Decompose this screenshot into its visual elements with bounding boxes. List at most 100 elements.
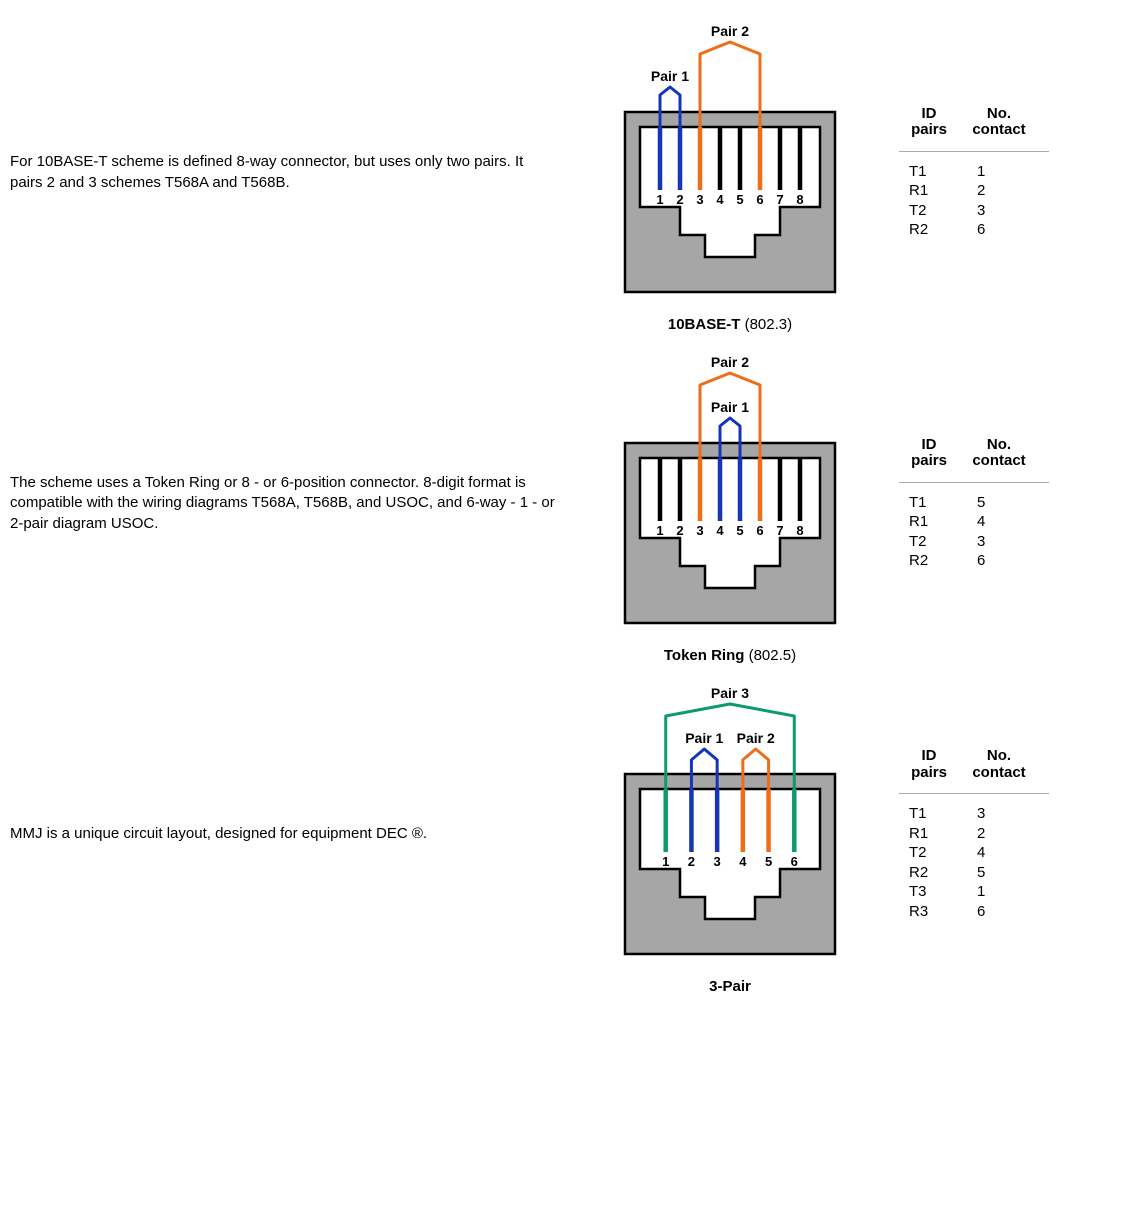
cell-no: 6 bbox=[959, 902, 1047, 922]
pinout-table: IDpairs No.contact T11R12T23R26 bbox=[899, 106, 1099, 240]
cell-no: 5 bbox=[959, 863, 1047, 883]
table-header: IDpairs No.contact bbox=[899, 106, 1099, 145]
svg-text:4: 4 bbox=[716, 192, 724, 207]
cell-id: T3 bbox=[899, 882, 959, 902]
table-column: IDpairsNo.contactT13R12T24R25T31R36 bbox=[895, 748, 1099, 921]
cell-id: T2 bbox=[899, 843, 959, 863]
table-row: R14 bbox=[899, 512, 1099, 532]
cell-no: 1 bbox=[959, 162, 1047, 182]
svg-text:Pair 2: Pair 2 bbox=[711, 23, 749, 39]
th-id-2: pairs bbox=[911, 452, 947, 469]
svg-text:Pair 3: Pair 3 bbox=[711, 685, 749, 701]
cell-no: 4 bbox=[959, 512, 1047, 532]
svg-text:7: 7 bbox=[776, 523, 783, 538]
cell-no: 3 bbox=[959, 201, 1047, 221]
cell-id: R2 bbox=[899, 863, 959, 883]
table-row: T31 bbox=[899, 882, 1099, 902]
cell-no: 5 bbox=[959, 493, 1047, 513]
table-row: T23 bbox=[899, 201, 1099, 221]
svg-text:3: 3 bbox=[714, 854, 721, 869]
svg-text:Pair 2: Pair 2 bbox=[737, 730, 775, 746]
caption-rest: (802.5) bbox=[744, 647, 796, 664]
svg-text:Pair 1: Pair 1 bbox=[711, 399, 749, 415]
th-id-1: ID bbox=[922, 436, 937, 453]
svg-text:Pair 1: Pair 1 bbox=[651, 68, 689, 84]
th-id-2: pairs bbox=[911, 764, 947, 781]
table-header: IDpairsNo.contact bbox=[899, 748, 1099, 787]
jack-svg: Pair 1Pair 212345678 bbox=[580, 12, 880, 312]
connector-diagram: Pair 1Pair 21234567810BASE-T (802.3) bbox=[565, 12, 895, 333]
cell-no: 2 bbox=[959, 824, 1047, 844]
caption-bold: 3-Pair bbox=[709, 978, 751, 995]
table-row: R12 bbox=[899, 824, 1099, 844]
diagram-caption: 3-Pair bbox=[565, 978, 895, 995]
table-column: IDpairs No.contact T15R14T23R26 bbox=[895, 437, 1099, 571]
svg-text:2: 2 bbox=[676, 192, 683, 207]
table-divider bbox=[899, 793, 1049, 794]
table-row: R36 bbox=[899, 902, 1099, 922]
scheme-description: For 10BASE-T scheme is defined 8-way con… bbox=[10, 152, 565, 193]
svg-text:8: 8 bbox=[796, 523, 803, 538]
svg-text:2: 2 bbox=[688, 854, 695, 869]
cell-id: T1 bbox=[899, 493, 959, 513]
diagram-caption: 10BASE-T (802.3) bbox=[565, 316, 895, 333]
cell-id: T2 bbox=[899, 201, 959, 221]
svg-text:Pair 1: Pair 1 bbox=[685, 730, 723, 746]
table-row: T24 bbox=[899, 843, 1099, 863]
svg-text:3: 3 bbox=[696, 523, 703, 538]
table-row: R25 bbox=[899, 863, 1099, 883]
cell-id: T2 bbox=[899, 532, 959, 552]
table-row: R26 bbox=[899, 220, 1099, 240]
pinout-table: IDpairs No.contact T15R14T23R26 bbox=[899, 437, 1099, 571]
cell-id: T1 bbox=[899, 162, 959, 182]
th-no-1: No. bbox=[987, 436, 1011, 453]
cell-no: 2 bbox=[959, 181, 1047, 201]
th-id-2: pairs bbox=[911, 121, 947, 138]
jack-svg: Pair 1Pair 212345678 bbox=[580, 343, 880, 643]
scheme-row-mmj: MMJ is a unique circuit layout, designed… bbox=[10, 674, 1110, 995]
cell-no: 3 bbox=[959, 804, 1047, 824]
svg-text:5: 5 bbox=[765, 854, 772, 869]
svg-text:2: 2 bbox=[676, 523, 683, 538]
svg-text:1: 1 bbox=[662, 854, 669, 869]
cell-id: T1 bbox=[899, 804, 959, 824]
th-id-1: ID bbox=[922, 105, 937, 122]
cell-no: 3 bbox=[959, 532, 1047, 552]
table-header: IDpairs No.contact bbox=[899, 437, 1099, 476]
cell-id: R2 bbox=[899, 220, 959, 240]
svg-text:6: 6 bbox=[791, 854, 798, 869]
connector-diagram: Pair 1 Pair 2 Pair 3 1 2 3 4 5 6 3-Pair bbox=[565, 674, 895, 995]
scheme-row-10base-t: For 10BASE-T scheme is defined 8-way con… bbox=[10, 12, 1110, 333]
svg-text:Pair 2: Pair 2 bbox=[711, 354, 749, 370]
th-id-1: ID bbox=[922, 747, 937, 764]
cell-id: R1 bbox=[899, 512, 959, 532]
caption-bold: Token Ring bbox=[664, 647, 745, 664]
table-column: IDpairs No.contact T11R12T23R26 bbox=[895, 106, 1099, 240]
cell-id: R3 bbox=[899, 902, 959, 922]
svg-text:6: 6 bbox=[756, 523, 763, 538]
svg-text:4: 4 bbox=[739, 854, 747, 869]
cell-no: 6 bbox=[959, 551, 1047, 571]
svg-text:1: 1 bbox=[656, 523, 663, 538]
th-no-2: contact bbox=[972, 452, 1025, 469]
th-no-2: contact bbox=[972, 121, 1025, 138]
svg-text:5: 5 bbox=[736, 192, 743, 207]
table-divider bbox=[899, 151, 1049, 152]
table-row: T15 bbox=[899, 493, 1099, 513]
pinout-table: IDpairsNo.contactT13R12T24R25T31R36 bbox=[899, 748, 1099, 921]
svg-text:7: 7 bbox=[776, 192, 783, 207]
svg-text:6: 6 bbox=[756, 192, 763, 207]
cell-no: 1 bbox=[959, 882, 1047, 902]
diagram-caption: Token Ring (802.5) bbox=[565, 647, 895, 664]
cell-id: R2 bbox=[899, 551, 959, 571]
svg-text:4: 4 bbox=[716, 523, 724, 538]
connector-diagram: Pair 1Pair 212345678Token Ring (802.5) bbox=[565, 343, 895, 664]
table-row: T23 bbox=[899, 532, 1099, 552]
th-no-1: No. bbox=[987, 105, 1011, 122]
jack-svg: Pair 1 Pair 2 Pair 3 1 2 3 4 5 6 bbox=[580, 674, 880, 974]
scheme-description: The scheme uses a Token Ring or 8 - or 6… bbox=[10, 473, 565, 534]
th-no-1: No. bbox=[987, 747, 1011, 764]
table-row: T13 bbox=[899, 804, 1099, 824]
svg-text:1: 1 bbox=[656, 192, 663, 207]
table-row: R12 bbox=[899, 181, 1099, 201]
